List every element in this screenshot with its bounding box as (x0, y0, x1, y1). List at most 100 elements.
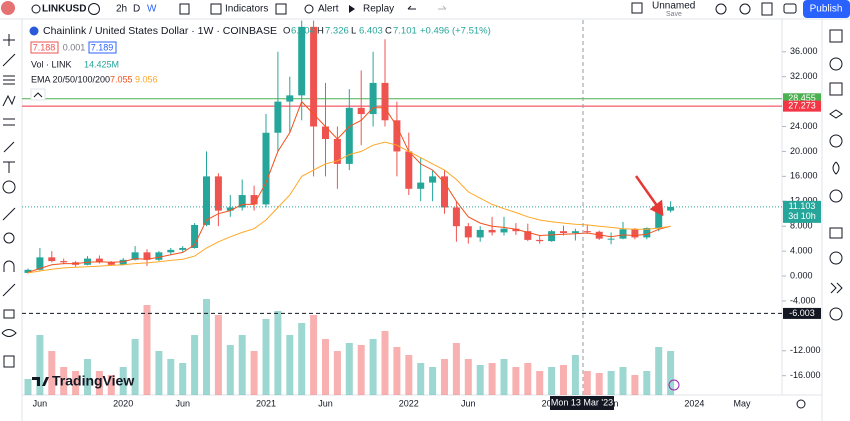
volume-bar (429, 367, 437, 395)
alerts-button[interactable] (829, 57, 843, 71)
candle-body (238, 195, 246, 208)
trend-line-tool[interactable] (2, 53, 16, 67)
bid-box[interactable] (30, 41, 59, 54)
y-tick-label: 36.000 (790, 46, 818, 56)
volume-bar (286, 335, 294, 395)
y-tick-label: 24.000 (790, 121, 818, 131)
screener-button[interactable] (829, 189, 843, 203)
interval[interactable]: W (147, 4, 157, 15)
annotation-arrow (634, 175, 664, 217)
publish-label[interactable]: Publish (810, 4, 843, 15)
stay-drawing-tool[interactable] (2, 283, 16, 297)
candle-body (203, 176, 210, 225)
candle-body (107, 262, 115, 265)
bid[interactable]: 7.188 (33, 42, 56, 52)
symbol-logo (29, 26, 39, 36)
candle-body (167, 249, 175, 253)
volume-bar (476, 365, 484, 395)
volume-bar (560, 365, 567, 395)
volume-bar (214, 315, 222, 395)
candle-body (131, 252, 139, 260)
add-symbol[interactable] (88, 3, 100, 15)
alert-icon[interactable] (304, 4, 314, 14)
redo[interactable] (438, 5, 447, 10)
y-tick-label: -12.000 (790, 345, 821, 355)
magnet-tool[interactable] (3, 260, 15, 272)
help-button[interactable] (829, 307, 843, 321)
candle-body (441, 176, 448, 208)
crosshair-tool[interactable] (3, 34, 15, 46)
fib-tool[interactable] (3, 75, 15, 85)
volume-bar (191, 335, 199, 395)
candle-body (333, 138, 341, 164)
pattern-tool[interactable] (2, 94, 16, 107)
measure-tool[interactable] (2, 207, 16, 221)
events-icon[interactable] (668, 379, 680, 391)
hotlist-button[interactable] (829, 134, 843, 148)
ema-value: 7.055 (110, 74, 133, 84)
indicators-icon[interactable] (210, 3, 222, 15)
volume-bar (488, 363, 496, 395)
ideas-button[interactable] (832, 161, 840, 175)
candle-body (226, 207, 234, 211)
ohlc-key: H (317, 26, 324, 37)
search-icon[interactable] (715, 3, 727, 15)
x-tick-label: Jun (33, 398, 48, 408)
interval[interactable]: 2h (116, 4, 127, 15)
candle-body (393, 120, 401, 152)
delete-tool[interactable] (3, 355, 15, 368)
volume-bar (357, 345, 365, 395)
time-settings[interactable] (796, 399, 806, 409)
replay-icon[interactable] (349, 5, 355, 13)
settings-icon[interactable] (739, 3, 751, 15)
hide-tool[interactable] (1, 329, 17, 337)
alert-button[interactable]: Alert (318, 4, 339, 15)
save-hint[interactable]: Save (666, 11, 682, 18)
y-tick-label: -16.000 (790, 370, 821, 380)
datawindow-button[interactable] (829, 82, 843, 96)
volume-bar (441, 359, 448, 395)
brush-tool[interactable] (3, 141, 15, 153)
search-icon[interactable] (31, 4, 41, 14)
interval[interactable]: D (133, 4, 140, 15)
candle-body (143, 252, 151, 260)
volume-bar (95, 371, 103, 395)
avatar[interactable] (1, 1, 15, 15)
calendar-button[interactable] (829, 251, 843, 265)
ask-box[interactable] (88, 41, 117, 54)
collapse-legend[interactable] (30, 88, 46, 101)
ask[interactable]: 7.189 (91, 42, 114, 52)
snapshot-icon[interactable] (783, 3, 797, 14)
replay-button[interactable]: Replay (363, 4, 394, 15)
volume-bar (60, 367, 68, 395)
zoom-tool[interactable] (3, 232, 15, 244)
last-price-box (783, 200, 821, 223)
indicators-button[interactable]: Indicators (225, 4, 268, 15)
icon-tool[interactable] (2, 180, 16, 194)
symbol[interactable]: LINKUSD (42, 4, 86, 15)
chat-button[interactable] (829, 227, 843, 239)
candle-body (250, 195, 258, 205)
layers-button[interactable] (829, 109, 843, 119)
volume-bar (595, 373, 603, 395)
undo[interactable] (407, 5, 416, 10)
layout-icon[interactable] (631, 2, 643, 14)
candle-body (274, 101, 282, 133)
chart-type-icon[interactable] (179, 3, 190, 15)
forecast-tool[interactable] (3, 118, 15, 126)
volume-bar (571, 355, 579, 395)
volume-bar (226, 345, 234, 395)
volume-bar (536, 371, 544, 395)
volume-bar (631, 375, 639, 395)
y-tick-label: 4.000 (790, 245, 813, 255)
fullscreen-icon[interactable] (761, 2, 773, 16)
streams-button[interactable] (830, 282, 843, 294)
templates-icon[interactable] (275, 3, 287, 15)
text-tool[interactable] (3, 161, 15, 173)
ema-label: EMA 20/50/100/200 (31, 74, 110, 84)
watchlist-button[interactable] (829, 29, 843, 43)
publish-button[interactable] (803, 0, 850, 18)
layout-name[interactable]: Unnamed (652, 1, 695, 12)
collapse-icon[interactable] (33, 92, 43, 98)
lock-tool[interactable] (3, 309, 15, 319)
